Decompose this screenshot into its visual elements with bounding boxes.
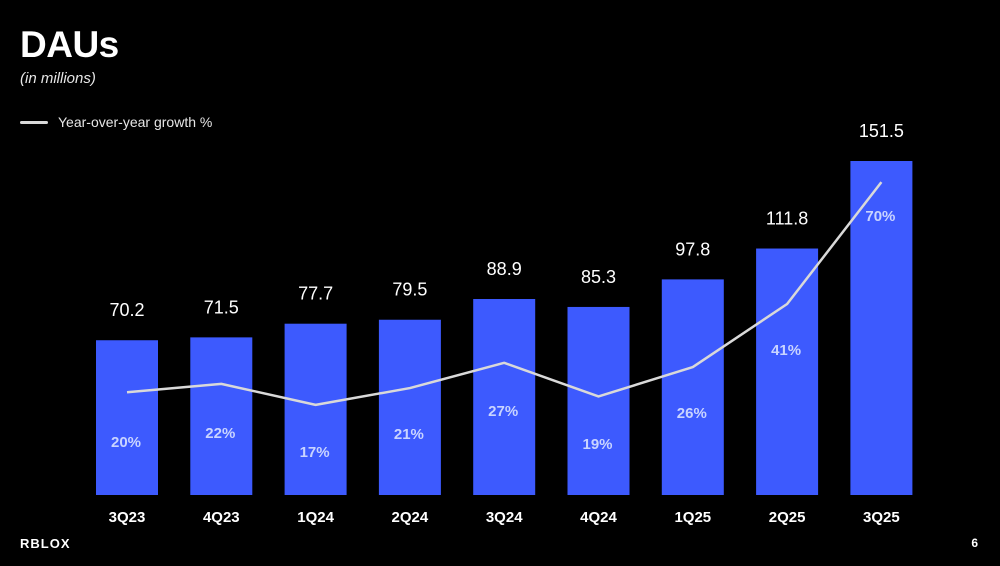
growth-label-3Q24: 27% <box>488 403 518 420</box>
category-label-4Q24: 4Q24 <box>580 509 617 526</box>
growth-label-3Q25: 70% <box>865 208 895 225</box>
bar-3Q25 <box>850 161 913 495</box>
growth-label-1Q24: 17% <box>300 444 330 461</box>
growth-line <box>126 181 883 407</box>
category-label-1Q24: 1Q24 <box>297 509 334 526</box>
growth-label-4Q24: 19% <box>582 436 612 453</box>
bar-value-label-1Q24: 77.7 <box>298 284 333 304</box>
legend-label-growth: Year-over-year growth % <box>58 114 213 130</box>
growth-label-4Q23: 22% <box>205 425 235 442</box>
roblox-logo: RBLOX <box>20 536 71 551</box>
chart-legend: Year-over-year growth % <box>20 114 212 130</box>
bar-value-label-4Q24: 85.3 <box>581 267 616 287</box>
bar-value-label-2Q25: 111.8 <box>766 209 808 229</box>
bar-value-label-3Q25: 151.5 <box>859 121 904 141</box>
slide-subtitle: (in millions) <box>20 70 96 87</box>
category-label-2Q25: 2Q25 <box>769 509 806 526</box>
slide-title: DAUs <box>20 24 119 65</box>
bar-2Q24 <box>378 319 441 495</box>
category-label-3Q24: 3Q24 <box>486 509 523 526</box>
bar-1Q24 <box>284 323 347 495</box>
bar-value-label-3Q24: 88.9 <box>487 259 522 279</box>
category-label-3Q23: 3Q23 <box>109 509 146 526</box>
bar-2Q25 <box>756 248 819 495</box>
growth-label-3Q23: 20% <box>111 434 141 451</box>
bar-value-label-1Q25: 97.8 <box>675 239 710 259</box>
growth-label-2Q24: 21% <box>394 426 424 443</box>
bar-4Q23 <box>190 337 253 495</box>
page-number: 6 <box>971 536 978 550</box>
bar-value-label-4Q23: 71.5 <box>204 297 239 317</box>
bar-value-label-2Q24: 79.5 <box>392 280 427 300</box>
bar-4Q24 <box>567 306 630 495</box>
legend-line-swatch <box>20 120 48 124</box>
bar-1Q25 <box>661 279 724 495</box>
category-label-4Q23: 4Q23 <box>203 509 240 526</box>
category-label-1Q25: 1Q25 <box>674 509 711 526</box>
bar-3Q24 <box>473 299 536 495</box>
bar-3Q23 <box>96 340 158 495</box>
category-label-3Q25: 3Q25 <box>863 509 900 526</box>
growth-label-1Q25: 26% <box>677 405 707 422</box>
category-label-2Q24: 2Q24 <box>392 509 429 526</box>
growth-label-2Q25: 41% <box>771 342 801 359</box>
bar-value-label-3Q23: 70.2 <box>109 300 144 320</box>
